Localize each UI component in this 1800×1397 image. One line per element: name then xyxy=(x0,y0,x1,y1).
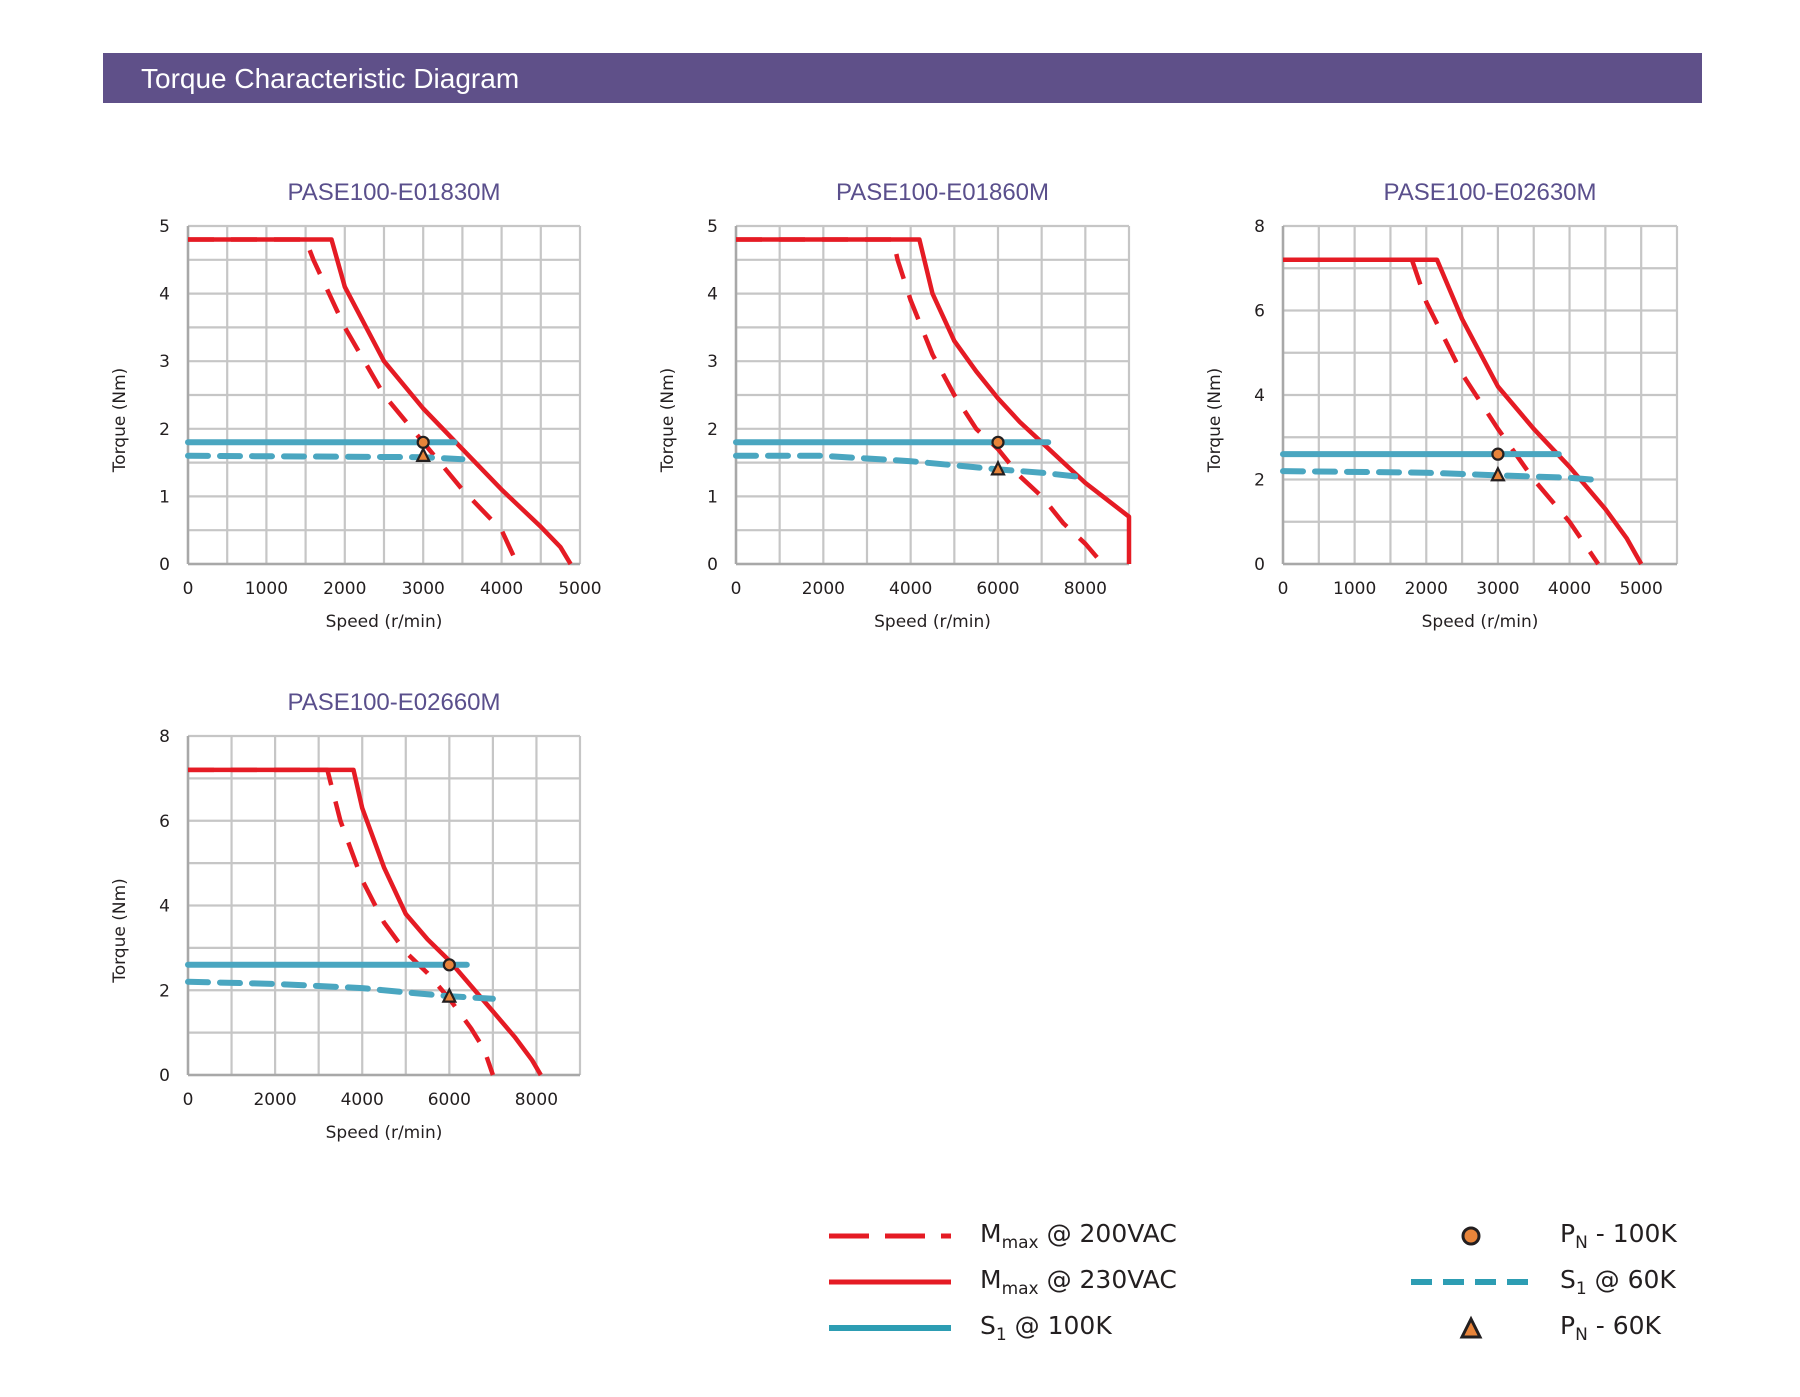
y-tick-label: 3 xyxy=(707,352,718,372)
y-tick-label: 0 xyxy=(707,555,718,575)
series-mmax-230 xyxy=(188,767,543,1077)
y-tick-label: 1 xyxy=(707,487,718,507)
series-mmax-200 xyxy=(188,237,520,565)
y-tick-label: 1 xyxy=(159,487,170,507)
y-tick-label: 5 xyxy=(159,217,170,237)
x-tick-label: 5000 xyxy=(558,579,601,599)
y-tick-label: 8 xyxy=(1254,217,1265,237)
x-axis-label: Speed (r/min) xyxy=(1422,612,1539,632)
x-tick-label: 4000 xyxy=(1548,579,1591,599)
chart-title: PASE100-E02630M xyxy=(1383,179,1596,206)
y-tick-label: 4 xyxy=(707,285,718,305)
x-tick-label: 0 xyxy=(731,579,742,599)
y-tick-label: 4 xyxy=(159,285,170,305)
marker-pn-60k xyxy=(990,459,1006,476)
chart-title: PASE100-E01860M xyxy=(836,179,1049,206)
x-axis-label: Speed (r/min) xyxy=(874,612,991,632)
x-tick-label: 3000 xyxy=(1476,579,1519,599)
y-tick-label: 2 xyxy=(159,420,170,440)
y-tick-label: 8 xyxy=(159,727,170,747)
x-axis-label: Speed (r/min) xyxy=(326,612,443,632)
chart-title: PASE100-E02660M xyxy=(287,689,500,716)
y-axis-label: Torque (Nm) xyxy=(110,368,130,474)
grid xyxy=(186,224,582,566)
grid xyxy=(1281,224,1679,566)
marker-pn-100k xyxy=(416,435,430,449)
series-mmax-200 xyxy=(188,767,496,1076)
chart-pase100-e01830m: PASE100-E01830M 0 1000 2000 3000 4000 5000 0 1 2 3… xyxy=(110,179,602,632)
x-tick-label: 6000 xyxy=(976,579,1019,599)
series-mmax-230 xyxy=(188,237,573,566)
y-tick-label: 2 xyxy=(159,981,170,1001)
grid xyxy=(734,224,1131,566)
x-tick-label: 8000 xyxy=(515,1090,558,1110)
y-tick-label: 6 xyxy=(159,812,170,832)
y-tick-label: 6 xyxy=(1254,302,1265,322)
x-tick-label: 0 xyxy=(183,579,194,599)
x-tick-label: 0 xyxy=(1278,579,1289,599)
x-tick-label: 1000 xyxy=(245,579,288,599)
x-axis-label: Speed (r/min) xyxy=(326,1123,443,1143)
page-title: Torque Characteristic Diagram xyxy=(141,63,520,94)
chart-pase100-e01860m: PASE100-E01860M 0 2000 4000 6000 8000 0 1 2 3 4 5 Sp… xyxy=(658,179,1132,632)
chart-title: PASE100-E01830M xyxy=(287,179,500,206)
y-tick-label: 4 xyxy=(1254,386,1265,406)
y-tick-label: 0 xyxy=(159,1066,170,1086)
series-s1-60k xyxy=(733,452,1089,481)
series-mmax-200 xyxy=(1283,257,1601,566)
series-mmax-200 xyxy=(736,237,1105,566)
marker-pn-60k xyxy=(415,446,431,462)
x-tick-label: 5000 xyxy=(1620,579,1663,599)
series-mmax-230 xyxy=(1283,257,1644,566)
y-tick-label: 3 xyxy=(159,352,170,372)
y-axis-label: Torque (Nm) xyxy=(1205,368,1225,474)
y-tick-label: 2 xyxy=(1254,471,1265,491)
y-tick-label: 5 xyxy=(707,217,718,237)
x-tick-label: 4000 xyxy=(341,1090,384,1110)
series-s1-60k xyxy=(1280,468,1594,483)
y-tick-label: 0 xyxy=(1254,555,1265,575)
y-tick-label: 4 xyxy=(159,897,170,917)
marker-pn-60k xyxy=(441,987,458,1003)
y-tick-label: 2 xyxy=(707,420,718,440)
marker-pn-100k xyxy=(1491,447,1505,461)
header-bar: Torque Characteristic Diagram xyxy=(103,53,1702,103)
chart-pase100-e02660m: PASE100-E02660M 0 2000 4000 6000 8000 0 2 4 6 8 Spe… xyxy=(110,689,582,1143)
marker-pn-100k xyxy=(991,435,1005,449)
marker-pn-100k xyxy=(442,958,456,972)
grid xyxy=(186,734,582,1077)
marker-pn-60k xyxy=(1490,465,1506,482)
x-tick-label: 2000 xyxy=(802,579,845,599)
x-tick-label: 3000 xyxy=(402,579,445,599)
y-axis-label: Torque (Nm) xyxy=(658,368,678,474)
x-tick-label: 4000 xyxy=(480,579,523,599)
x-tick-label: 8000 xyxy=(1064,579,1107,599)
x-tick-label: 2000 xyxy=(1405,579,1448,599)
x-tick-label: 0 xyxy=(183,1090,194,1110)
series-mmax-230 xyxy=(736,237,1132,564)
x-tick-label: 1000 xyxy=(1333,579,1376,599)
x-tick-label: 2000 xyxy=(323,579,366,599)
y-tick-label: 0 xyxy=(159,555,170,575)
y-axis-label: Torque (Nm) xyxy=(110,878,130,984)
x-tick-label: 6000 xyxy=(428,1090,471,1110)
chart-pase100-e02630m: PASE100-E02630M 0 1000 2000 3000 4000 5000 0 2 4 6… xyxy=(1205,179,1679,632)
x-tick-label: 2000 xyxy=(253,1090,296,1110)
x-tick-label: 4000 xyxy=(889,579,932,599)
